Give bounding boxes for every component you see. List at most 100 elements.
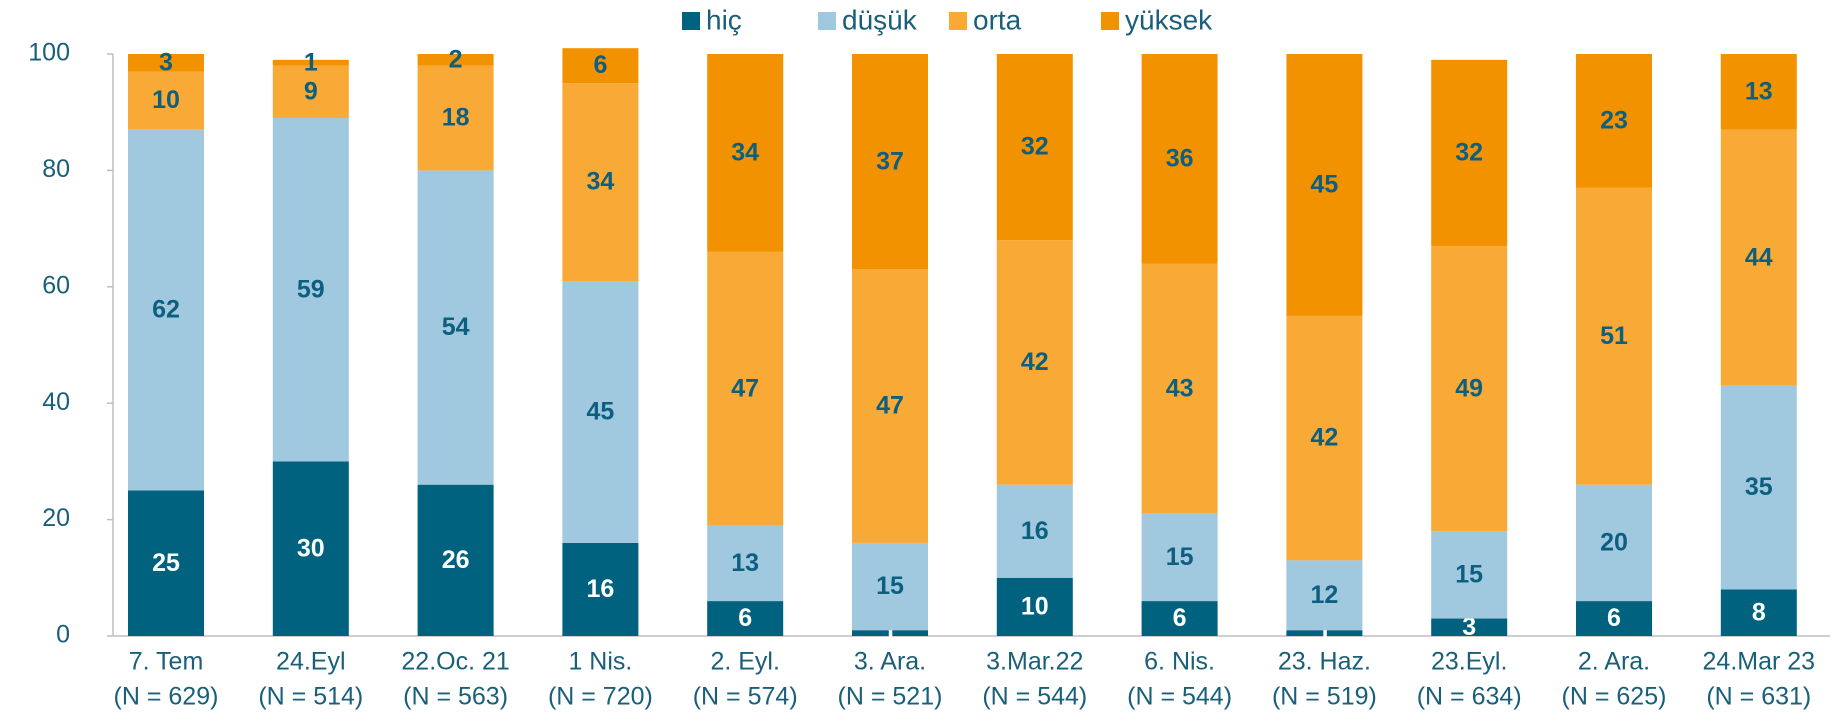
y-tick-label: 40 [42,388,70,416]
bar-segment [996,484,1073,578]
bar-segment [1576,187,1652,485]
y-tick-label: 100 [28,39,70,67]
data-label: 6 [1173,604,1187,632]
bar-segment [1576,484,1652,602]
bar-segment [1720,589,1797,636]
legend-label: hiç [706,4,742,35]
data-label: 26 [442,546,470,574]
bar-segment [996,54,1073,241]
y-tick-label: 80 [42,155,70,183]
data-label: 6 [738,604,752,632]
data-label: 18 [442,104,470,132]
data-label: 13 [731,549,759,577]
data-label: 8 [1752,598,1766,626]
data-label: 1 [304,48,318,76]
x-tick-label: (N = 625) [1562,683,1667,711]
y-tick-label: 60 [42,271,70,299]
bar-segment [272,461,349,636]
data-label: 15 [1166,543,1194,571]
x-tick-label: (N = 519) [1272,683,1377,711]
bar-segment [272,118,349,462]
bar-segment [128,490,204,636]
bar-segment [1141,263,1218,514]
bar-segment [1286,315,1363,561]
x-tick-label: 24.Eyl [276,648,345,676]
bar-segment [1286,560,1363,631]
x-tick-label: (N = 631) [1706,683,1811,711]
bar-segment [852,54,928,270]
bar-segment [1141,513,1218,602]
data-label: 12 [1310,581,1338,609]
data-label: 32 [1021,133,1049,161]
bar-segment [272,65,349,119]
bar-segment [562,542,639,636]
data-label: 9 [304,77,318,105]
bar-segment [1720,385,1797,590]
bar-segment [852,630,928,636]
data-label: 16 [1021,517,1049,545]
bar-segment [417,54,494,66]
x-tick-label: 23. Haz. [1278,648,1371,676]
data-label: 42 [1310,424,1338,452]
data-label: 2 [449,45,463,73]
x-tick-label: 3.Mar.22 [986,648,1083,676]
bar-segment [1576,54,1652,188]
data-label: 34 [731,139,759,167]
x-tick-label: 23.Eyl. [1431,648,1507,676]
legend-swatch [682,12,700,30]
legend-swatch [1101,12,1119,30]
data-label: 32 [1455,139,1483,167]
data-label: 6 [593,51,607,79]
x-tick-label: 2. Ara. [1578,648,1650,676]
bar-segment [562,83,639,281]
data-label: 43 [1166,374,1194,402]
bar-segment [128,54,204,72]
data-label: 47 [731,374,759,402]
bar-segment [852,269,928,543]
data-label: 15 [876,572,904,600]
data-label: 49 [1455,374,1483,402]
y-tick-label: 0 [56,621,70,649]
x-tick-label: 2. Eyl. [710,648,779,676]
data-label: 23 [1600,107,1628,135]
bar-segment [1720,54,1797,130]
data-label: 44 [1745,243,1773,271]
bar-segment [562,280,639,543]
x-tick-label: 1 Nis. [568,648,632,676]
x-tick-label: (N = 574) [693,683,798,711]
x-tick-label: 22.Oc. 21 [401,648,509,676]
legend-label: düşük [842,4,918,35]
data-label: 62 [152,296,180,324]
bar-segment [417,484,494,636]
x-tick-label: 3. Ara. [854,648,926,676]
bar-segment [562,48,639,84]
data-label: 13 [1745,77,1773,105]
data-label: 15 [1455,560,1483,588]
data-label: 34 [586,168,614,196]
bar-segment [1431,618,1508,636]
data-label: 37 [876,147,904,175]
x-tick-label: (N = 563) [403,683,508,711]
data-label: 54 [442,313,470,341]
x-tick-label: (N = 634) [1417,683,1522,711]
legend-label: yüksek [1125,4,1213,35]
bar-segment [1720,129,1797,386]
data-label: 3 [159,48,173,76]
x-tick-label: 6. Nis. [1144,648,1215,676]
data-label: 25 [152,549,180,577]
bar-segment [852,542,928,631]
bar-segment [707,54,784,252]
data-label: 36 [1166,144,1194,172]
legend-label: orta [973,4,1022,35]
data-label: 42 [1021,348,1049,376]
bar-segment [1431,59,1508,247]
bar-segment [1576,601,1652,636]
data-label: 3 [1462,613,1476,641]
bar-segment [1141,54,1218,264]
data-label: 51 [1600,322,1628,350]
x-tick-label: (N = 544) [982,683,1087,711]
data-label: 16 [586,575,614,603]
bar-segment [417,65,494,171]
data-label: 47 [876,392,904,420]
